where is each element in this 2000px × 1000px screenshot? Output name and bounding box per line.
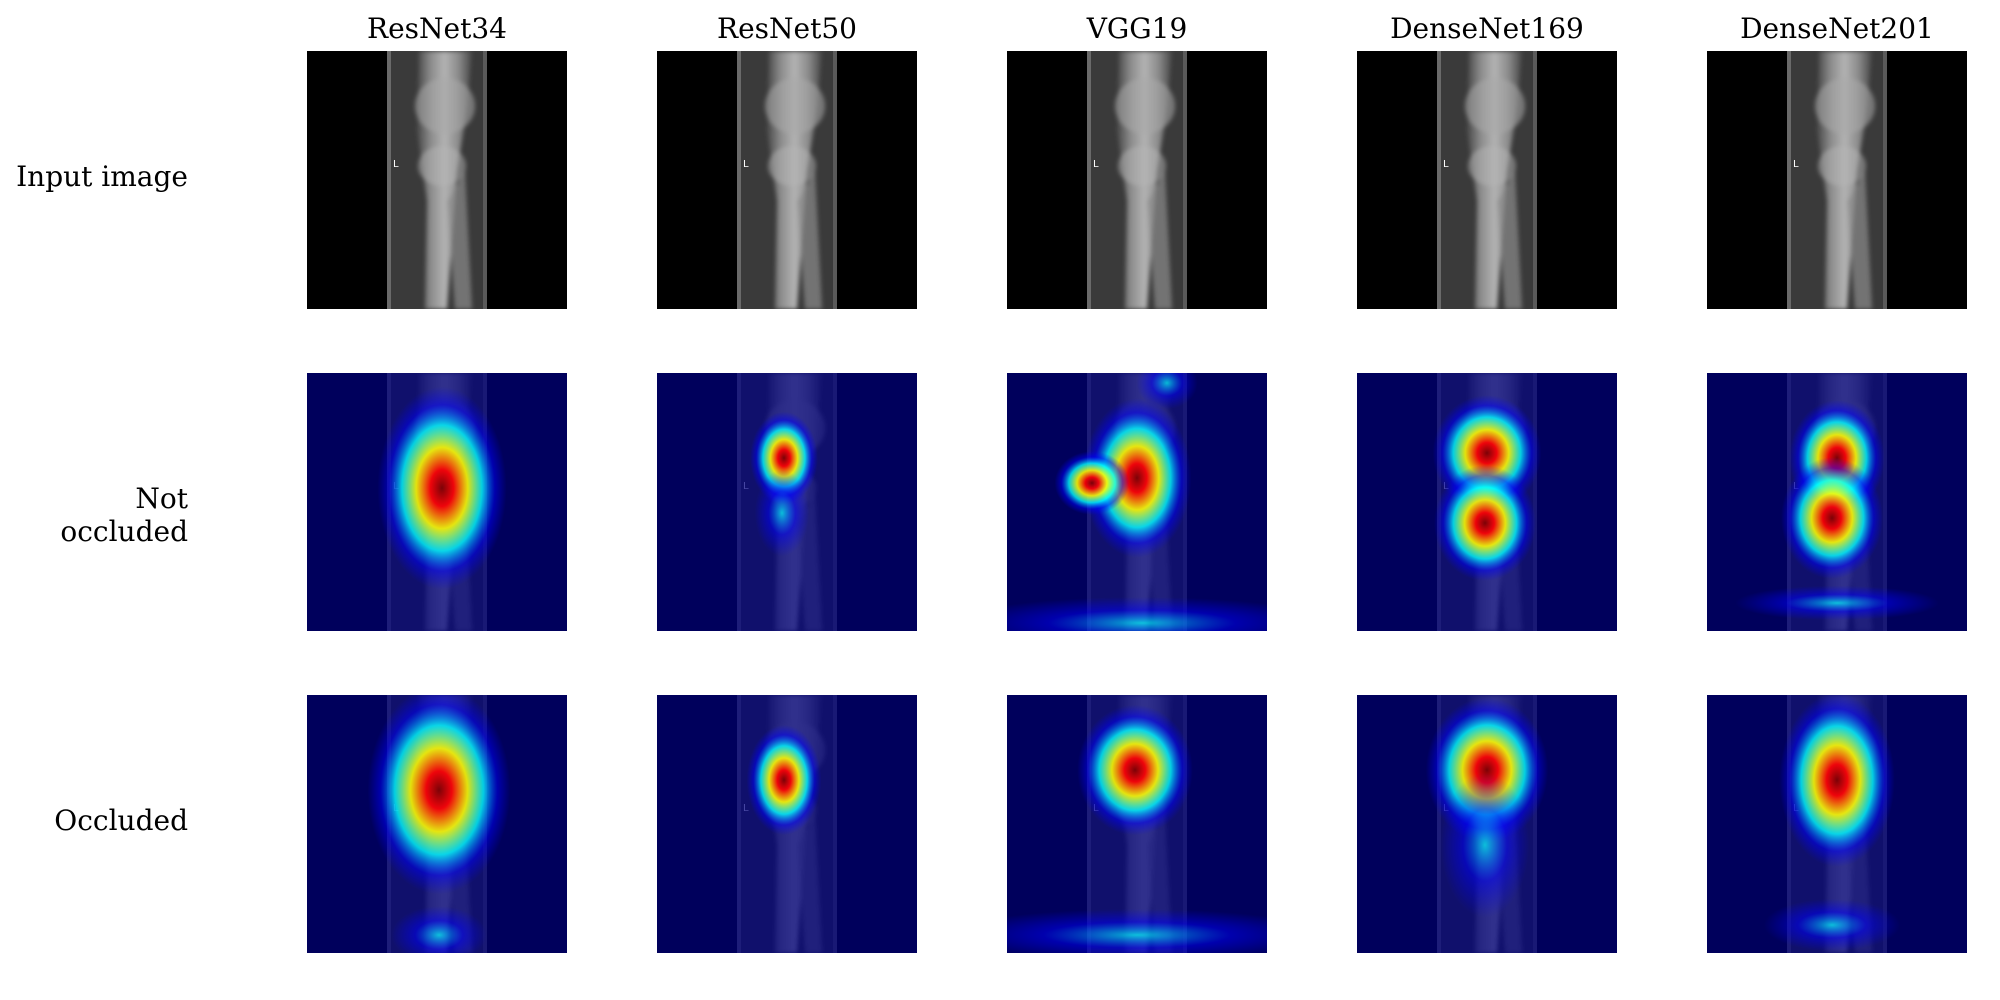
xray-image: L: [657, 373, 917, 631]
xray-image: L: [1357, 695, 1617, 953]
row-label-input-image: Input image: [16, 160, 188, 193]
xray-image: L: [307, 373, 567, 631]
column-title-densenet201: DenseNet201: [1740, 12, 1934, 45]
xray-image: L: [1007, 373, 1267, 631]
xray-image: L: [1707, 51, 1967, 309]
xray-image: L: [1007, 695, 1267, 953]
laterality-marker: L: [393, 159, 399, 170]
heatmap-occluded-densenet169: L: [1357, 695, 1617, 953]
heatmap-occluded-vgg19: L: [1007, 695, 1267, 953]
heatmap-not-occluded-densenet169: L: [1357, 373, 1617, 631]
xray-image: L: [657, 51, 917, 309]
column-title-densenet169: DenseNet169: [1390, 12, 1584, 45]
laterality-marker: L: [743, 159, 749, 170]
column-title-resnet50: ResNet50: [717, 12, 857, 45]
xray-image: L: [307, 695, 567, 953]
xray-image: L: [1007, 51, 1267, 309]
input-image-resnet50: L: [657, 51, 917, 309]
xray-image: L: [1707, 695, 1967, 953]
xray-image: L: [657, 695, 917, 953]
laterality-marker: L: [1093, 159, 1099, 170]
heatmap-occluded-densenet201: L: [1707, 695, 1967, 953]
xray-image: L: [1357, 51, 1617, 309]
heatmap-not-occluded-resnet50: L: [657, 373, 917, 631]
input-image-resnet34: L: [307, 51, 567, 309]
row-label-not-occluded: Not occluded: [60, 482, 188, 548]
heatmap-not-occluded-densenet201: L: [1707, 373, 1967, 631]
heatmap-not-occluded-vgg19: L: [1007, 373, 1267, 631]
heatmap-occluded-resnet34: L: [307, 695, 567, 953]
heatmap-occluded-resnet50: L: [657, 695, 917, 953]
heatmap-not-occluded-resnet34: L: [307, 373, 567, 631]
xray-image: L: [1707, 373, 1967, 631]
input-image-vgg19: L: [1007, 51, 1267, 309]
input-image-densenet201: L: [1707, 51, 1967, 309]
row-label-occluded: Occluded: [54, 804, 188, 837]
laterality-marker: L: [1793, 159, 1799, 170]
column-title-resnet34: ResNet34: [367, 12, 507, 45]
xray-image: L: [307, 51, 567, 309]
column-title-vgg19: VGG19: [1086, 12, 1188, 45]
xray-image: L: [1357, 373, 1617, 631]
laterality-marker: L: [1443, 159, 1449, 170]
input-image-densenet169: L: [1357, 51, 1617, 309]
